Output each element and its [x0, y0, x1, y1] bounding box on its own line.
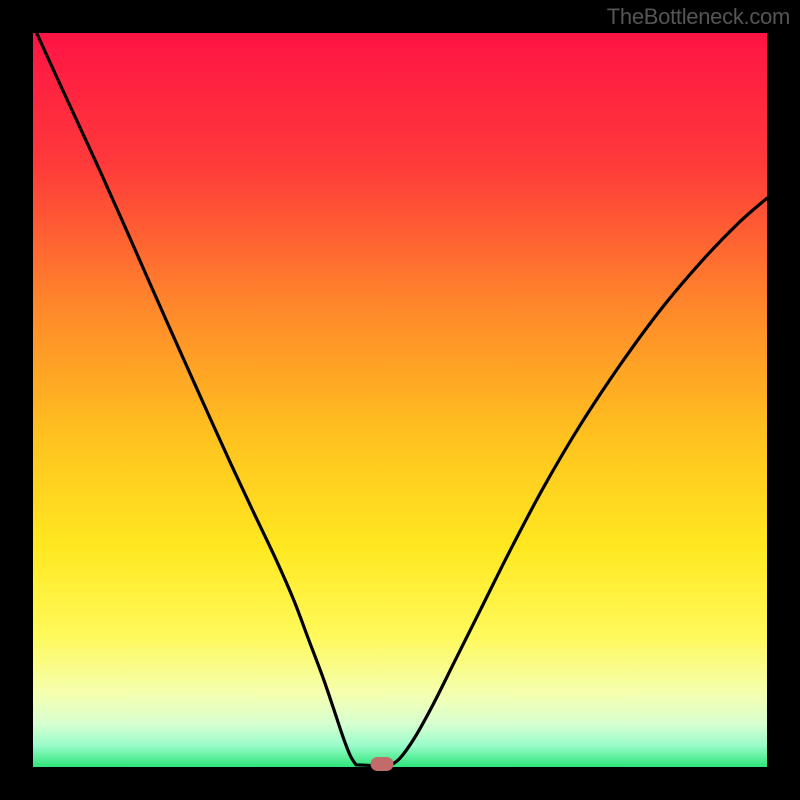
bottleneck-curve	[37, 33, 767, 766]
plot-area	[33, 33, 767, 767]
curve-layer	[33, 33, 767, 767]
watermark-text: TheBottleneck.com	[607, 4, 790, 30]
minimum-marker	[370, 757, 393, 771]
chart-container: TheBottleneck.com	[0, 0, 800, 800]
